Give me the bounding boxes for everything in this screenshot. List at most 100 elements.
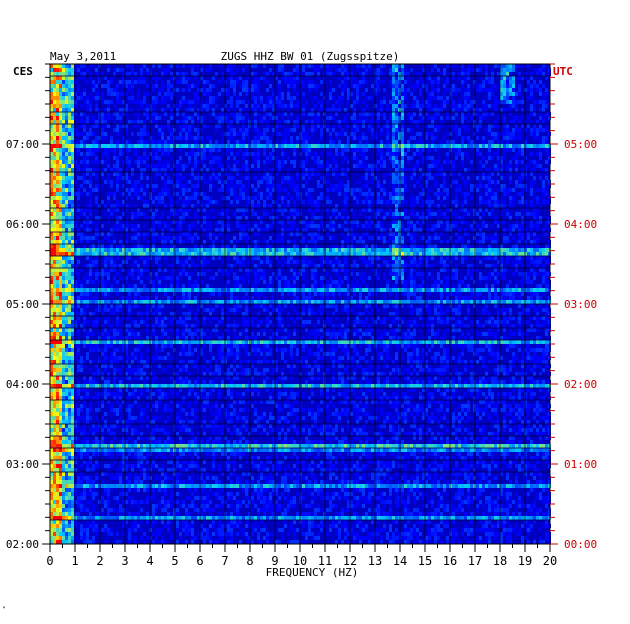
spectrogram-cell [368,236,371,240]
spectrogram-cell [458,148,461,152]
spectrogram-cell [338,260,341,264]
spectrogram-cell [320,136,323,140]
spectrogram-cell [494,256,497,260]
spectrogram-cell [188,248,191,252]
spectrogram-cell [344,260,347,264]
spectrogram-cell [191,64,194,68]
spectrogram-cell [425,124,428,128]
spectrogram-cell [188,100,191,104]
spectrogram-cell [110,244,113,248]
spectrogram-cell [461,64,464,68]
spectrogram-cell [296,196,299,200]
spectrogram-cell [392,260,395,264]
spectrogram-cell [497,252,500,256]
spectrogram-cell [134,144,137,148]
spectrogram-cell [455,144,458,148]
spectrogram-cell [431,256,434,260]
spectrogram-cell [479,120,482,124]
spectrogram-cell [80,120,83,124]
spectrogram-cell [200,76,203,80]
spectrogram-cell [521,228,524,232]
spectrogram-cell [233,192,236,196]
spectrogram-cell [89,128,92,132]
spectrogram-cell [512,228,515,232]
spectrogram-cell [80,140,83,144]
spectrogram-cell [488,76,491,80]
spectrogram-cell [116,68,119,72]
spectrogram-cell [50,128,53,132]
spectrogram-cell [329,228,332,232]
spectrogram-cell [164,144,167,148]
spectrogram-cell [275,160,278,164]
spectrogram-cell [161,128,164,132]
spectrogram-cell [362,120,365,124]
spectrogram-cell [257,160,260,164]
spectrogram-cell [365,68,368,72]
spectrogram-cell [491,88,494,92]
spectrogram-cell [272,180,275,184]
spectrogram-cell [404,168,407,172]
spectrogram-cell [317,164,320,168]
spectrogram-cell [203,220,206,224]
spectrogram-cell [353,148,356,152]
spectrogram-cell [230,248,233,252]
spectrogram-cell [380,184,383,188]
spectrogram-cell [137,156,140,160]
spectrogram-cell [155,148,158,152]
spectrogram-cell [50,116,53,120]
spectrogram-cell [365,116,368,120]
spectrogram-cell [350,248,353,252]
spectrogram-cell [62,80,65,84]
spectrogram-cell [284,152,287,156]
spectrogram-cell [545,188,548,192]
spectrogram-cell [515,164,518,168]
spectrogram-cell [431,80,434,84]
spectrogram-cell [50,108,53,112]
spectrogram-cell [464,96,467,100]
spectrogram-cell [65,136,68,140]
spectrogram-cell [107,200,110,204]
spectrogram-cell [152,256,155,260]
spectrogram-cell [506,148,509,152]
spectrogram-cell [281,68,284,72]
spectrogram-cell [188,88,191,92]
spectrogram-cell [329,112,332,116]
spectrogram-cell [194,184,197,188]
spectrogram-cell [371,144,374,148]
spectrogram-cell [485,144,488,148]
spectrogram-cell [188,76,191,80]
spectrogram-cell [53,140,56,144]
spectrogram-cell [128,164,131,168]
spectrogram-cell [416,120,419,124]
spectrogram-cell [350,136,353,140]
spectrogram-cell [65,140,68,144]
spectrogram-cell [542,100,545,104]
spectrogram-cell [452,92,455,96]
spectrogram-cell [539,128,542,132]
spectrogram-cell [416,252,419,256]
spectrogram-cell [425,248,428,252]
spectrogram-cell [422,160,425,164]
spectrogram-cell [239,236,242,240]
spectrogram-cell [368,192,371,196]
spectrogram-cell [230,176,233,180]
spectrogram-cell [476,108,479,112]
spectrogram-cell [77,84,80,88]
spectrogram-cell [152,104,155,108]
spectrogram-cell [152,76,155,80]
spectrogram-cell [194,188,197,192]
spectrogram-cell [305,160,308,164]
spectrogram-cell [53,172,56,176]
spectrogram-cell [395,168,398,172]
spectrogram-cell [512,248,515,252]
spectrogram-cell [140,256,143,260]
spectrogram-cell [236,168,239,172]
spectrogram-cell [395,76,398,80]
spectrogram-cell [122,192,125,196]
spectrogram-cell [272,240,275,244]
spectrogram-cell [233,248,236,252]
spectrogram-cell [191,148,194,152]
spectrogram-cell [236,120,239,124]
spectrogram-cell [392,128,395,132]
spectrogram-cell [128,88,131,92]
